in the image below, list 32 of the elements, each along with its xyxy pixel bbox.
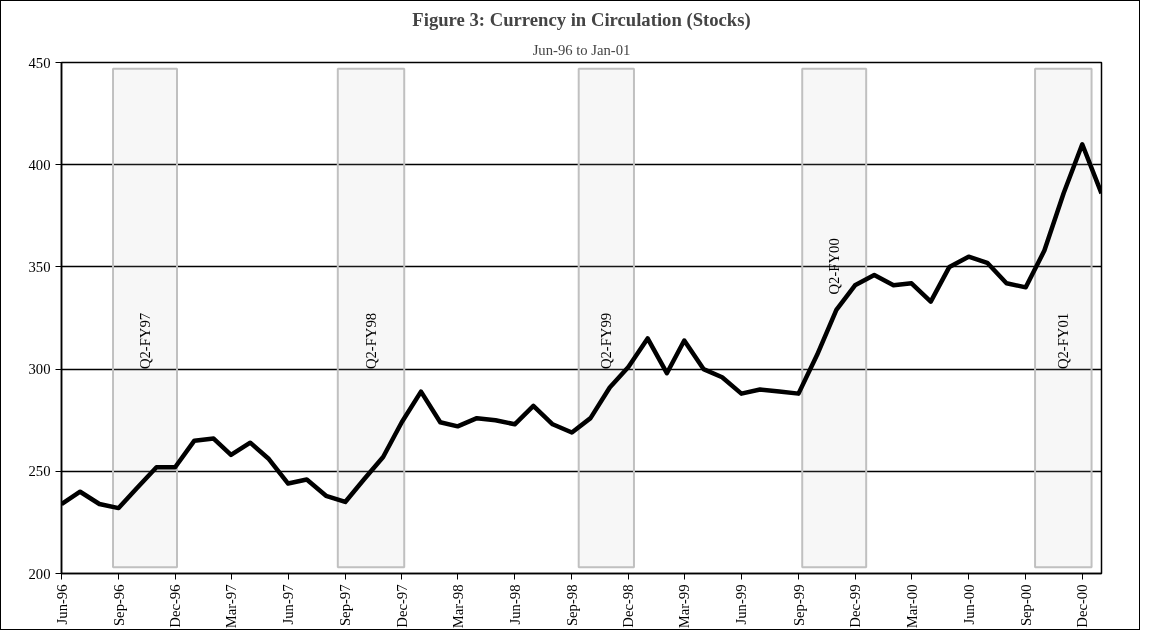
x-tick-label: Sep-00 bbox=[1017, 584, 1034, 627]
x-tick-label: Mar-00 bbox=[903, 584, 920, 629]
y-tick-label: 300 bbox=[28, 361, 51, 378]
band-label: Q2-FY99 bbox=[598, 312, 615, 370]
x-tick-label: Dec-99 bbox=[847, 584, 863, 628]
x-tick-label: Jun-97 bbox=[280, 584, 297, 625]
x-tick-label: Sep-99 bbox=[790, 584, 807, 627]
x-tick-label: Mar-97 bbox=[223, 584, 239, 629]
chart-subtitle: Jun-96 to Jan-01 bbox=[532, 41, 631, 58]
band-label: Q2-FY00 bbox=[826, 238, 843, 295]
x-tick-label: Jun-96 bbox=[53, 584, 70, 625]
x-tick-label: Dec-97 bbox=[393, 584, 410, 628]
x-tick-label: Jun-98 bbox=[506, 584, 523, 625]
y-tick-label: 350 bbox=[28, 258, 51, 275]
x-tick-label: Sep-97 bbox=[337, 584, 354, 627]
y-tick-label: 250 bbox=[28, 463, 51, 480]
x-tick-label: Dec-00 bbox=[1074, 584, 1091, 628]
x-tick-label: Dec-98 bbox=[620, 584, 637, 628]
y-tick-label: 200 bbox=[28, 565, 51, 582]
x-tick-label: Mar-98 bbox=[449, 584, 466, 629]
x-tick-label: Sep-98 bbox=[563, 584, 580, 627]
band-label: Q2-FY98 bbox=[363, 312, 380, 370]
x-tick-label: Sep-96 bbox=[110, 584, 127, 627]
x-tick-label: Mar-99 bbox=[676, 584, 693, 629]
y-tick-label: 400 bbox=[28, 156, 51, 173]
y-tick-label: 450 bbox=[28, 54, 51, 71]
x-tick-label: Jun-99 bbox=[733, 584, 750, 625]
chart-title: Figure 3: Currency in Circulation (Stocks) bbox=[412, 8, 751, 31]
band-label: Q2-FY97 bbox=[137, 312, 154, 370]
x-tick-label: Jun-00 bbox=[960, 584, 977, 625]
band-label: Q2-FY01 bbox=[1055, 312, 1072, 370]
x-tick-label: Dec-96 bbox=[167, 584, 184, 628]
